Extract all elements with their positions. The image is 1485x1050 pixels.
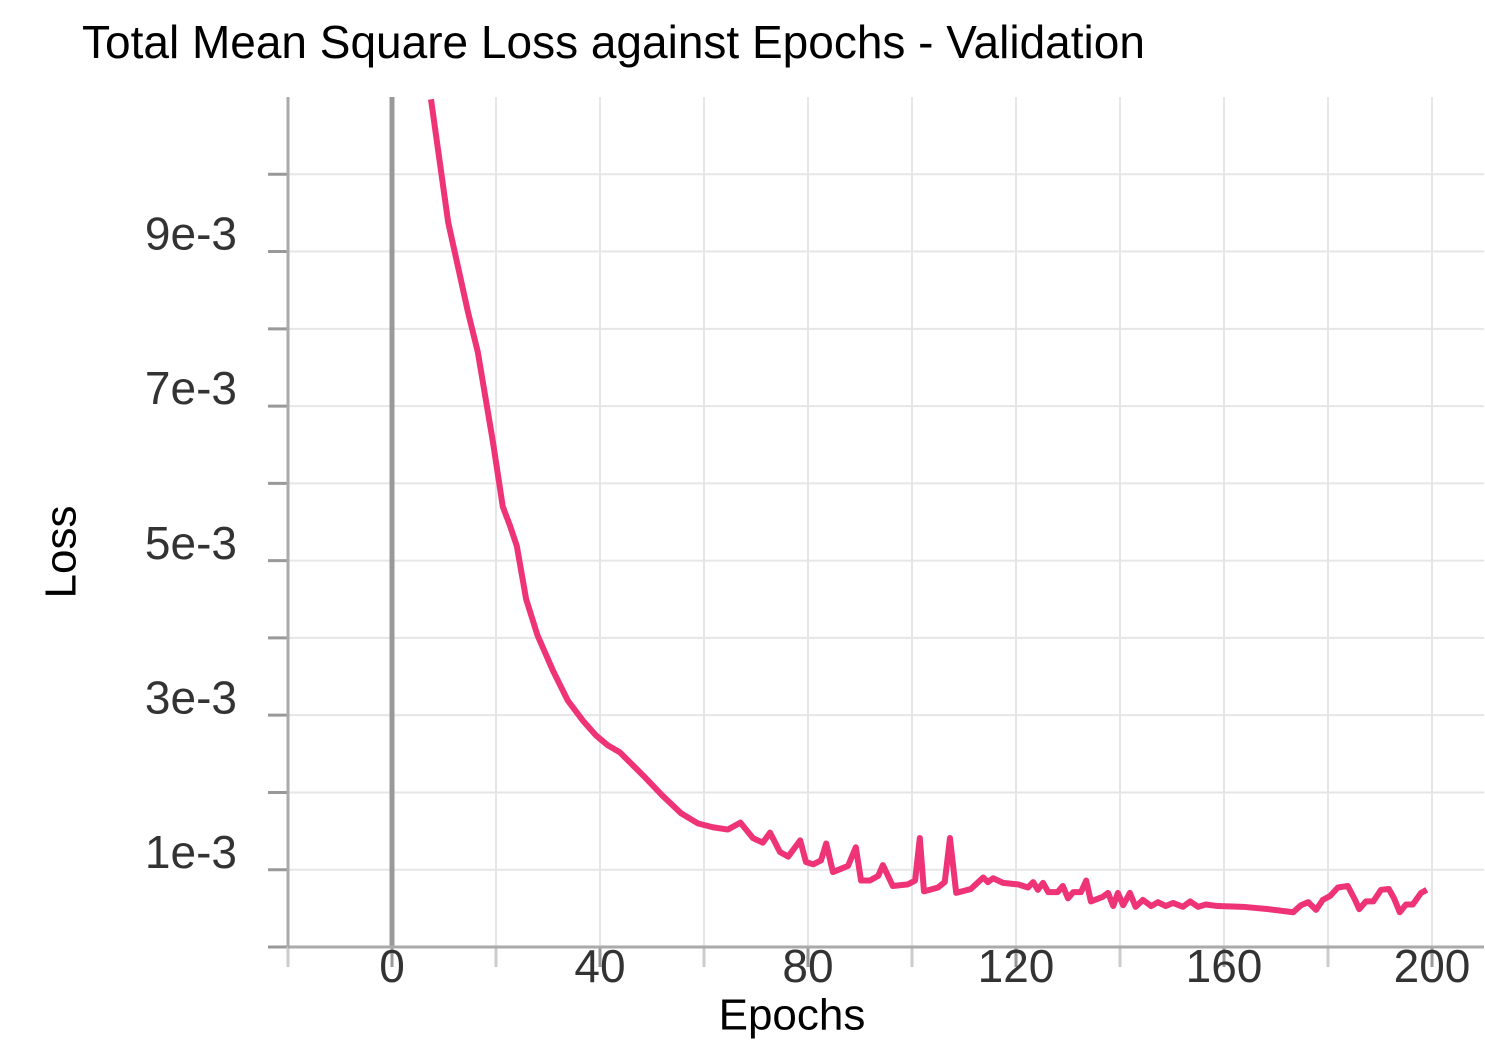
x-tick-label: 200 bbox=[1394, 940, 1471, 992]
chart-title: Total Mean Square Loss against Epochs - … bbox=[82, 16, 1145, 68]
grid bbox=[287, 97, 1484, 948]
y-tick-label: 3e-3 bbox=[145, 671, 237, 723]
y-axis-label: Loss bbox=[37, 506, 86, 599]
plot-area bbox=[428, 98, 1429, 916]
series-line bbox=[428, 98, 1429, 916]
x-tick-label: 120 bbox=[978, 940, 1055, 992]
x-tick-label: 0 bbox=[379, 940, 405, 992]
x-tick-label: 80 bbox=[782, 940, 833, 992]
x-axis-label: Epochs bbox=[719, 991, 866, 1040]
y-tick-label: 5e-3 bbox=[145, 517, 237, 569]
y-tick-label: 7e-3 bbox=[145, 362, 237, 414]
y-tick-label: 9e-3 bbox=[145, 208, 237, 260]
x-tick-label: 40 bbox=[574, 940, 625, 992]
x-tick-label: 160 bbox=[1186, 940, 1263, 992]
y-tick-label: 1e-3 bbox=[145, 826, 237, 878]
axes: 1e-3 3e-3 5e-3 7e-3 9e-3 0 40 80 120 160 200 bbox=[145, 97, 1484, 992]
